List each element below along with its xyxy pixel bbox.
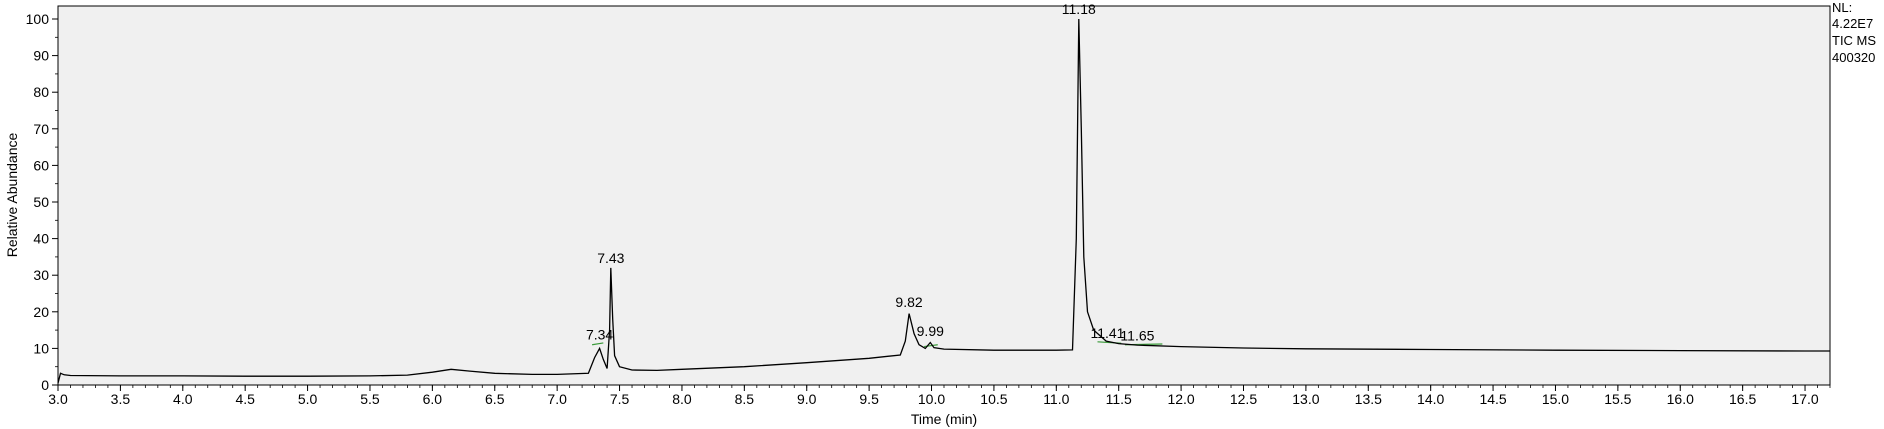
x-tick-label: 6.0 (423, 391, 443, 407)
x-tick-label: 3.0 (48, 391, 68, 407)
x-tick-label: 7.5 (610, 391, 630, 407)
info-nl-value: 4.22E7 (1832, 16, 1873, 31)
x-tick-label: 3.5 (111, 391, 131, 407)
y-tick-label: 30 (33, 267, 49, 283)
axis-ticks (52, 18, 1831, 391)
x-tick-label: 13.5 (1355, 391, 1382, 407)
y-axis-title: Relative Abundance (4, 133, 20, 258)
peak-label: 7.43 (597, 250, 624, 266)
x-tick-label: 16.0 (1667, 391, 1694, 407)
info-block: NL: 4.22E7 TIC MS 400320 (1832, 0, 1876, 65)
tic-trace-line (57, 18, 1830, 384)
x-tick-label: 14.0 (1417, 391, 1444, 407)
x-tick-label: 7.0 (547, 391, 567, 407)
y-tick-label: 100 (26, 11, 50, 27)
x-tick-label: 4.0 (173, 391, 193, 407)
y-tick-label: 90 (33, 48, 49, 64)
x-tick-labels: 3.0 3.5 4.0 4.5 5.0 5.5 6.0 6.5 7.0 7.5 8.0 8.5 9.0 9… (48, 391, 1819, 407)
info-nl-label: NL: (1832, 0, 1852, 15)
y-tick-labels: 0 10 20 30 40 50 60 70 80 90 100 (26, 11, 50, 393)
x-tick-label: 10.0 (918, 391, 945, 407)
y-tick-label: 70 (33, 121, 49, 137)
y-tick-label: 0 (41, 377, 49, 393)
x-tick-label: 4.5 (235, 391, 255, 407)
peak-label: 11.65 (1120, 327, 1154, 343)
x-tick-label: 13.0 (1292, 391, 1319, 407)
x-tick-label: 12.0 (1167, 391, 1194, 407)
x-tick-label: 16.5 (1729, 391, 1756, 407)
info-scan-type: TIC MS (1832, 33, 1876, 48)
x-tick-label: 11.5 (1106, 391, 1132, 407)
peak-baseline (591, 342, 604, 346)
y-tick-label: 80 (33, 84, 49, 100)
y-tick-label: 20 (33, 304, 49, 320)
x-tick-label: 15.5 (1604, 391, 1631, 407)
peak-label: 11.18 (1062, 1, 1096, 17)
plot-area (57, 5, 1831, 386)
x-tick-label: 15.0 (1542, 391, 1569, 407)
x-tick-label: 5.0 (298, 391, 318, 407)
peak-label: 7.34 (586, 327, 613, 343)
x-tick-label: 8.0 (672, 391, 692, 407)
y-tick-label: 60 (33, 157, 49, 173)
y-tick-label: 40 (33, 231, 49, 247)
peak-label: 9.82 (895, 294, 922, 310)
x-tick-label: 11.0 (1043, 391, 1069, 407)
x-tick-label: 9.5 (859, 391, 879, 407)
y-tick-label: 10 (33, 340, 49, 356)
peak-label: 9.99 (917, 323, 944, 339)
x-tick-label: 9.0 (797, 391, 817, 407)
x-tick-label: 12.5 (1230, 391, 1257, 407)
x-tick-label: 5.5 (360, 391, 380, 407)
x-tick-label: 14.5 (1479, 391, 1506, 407)
x-axis-title: Time (min) (911, 411, 977, 427)
x-tick-label: 8.5 (735, 391, 755, 407)
x-tick-label: 17.0 (1791, 391, 1818, 407)
x-tick-label: 10.5 (980, 391, 1007, 407)
x-tick-label: 6.5 (485, 391, 505, 407)
info-file-id: 400320 (1832, 50, 1875, 65)
y-tick-label: 50 (33, 194, 49, 210)
peak-label: 11.41 (1090, 325, 1124, 341)
